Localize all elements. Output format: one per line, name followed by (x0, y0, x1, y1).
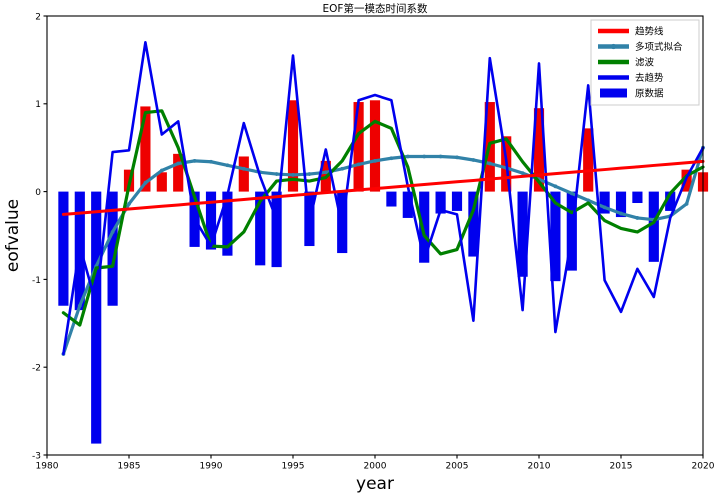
marker-point (455, 155, 459, 160)
marker-point (241, 166, 246, 171)
marker-point (143, 180, 148, 185)
bar-1986 (140, 106, 151, 192)
xtick-label-2010: 2010 (528, 462, 551, 472)
axes-layer (43, 15, 704, 459)
bar-1988 (173, 153, 184, 192)
marker-point (307, 172, 312, 176)
ytick-label--1: -1 (32, 276, 41, 286)
legend-marker-1 (610, 43, 617, 50)
marker-point (569, 191, 574, 196)
marker-point (602, 205, 607, 210)
marker-point (291, 173, 295, 177)
marker-point (323, 170, 328, 175)
bar-2001 (386, 191, 397, 207)
bar-1981 (58, 191, 69, 306)
bar-2009 (517, 191, 528, 277)
chart-title: EOF第一模态时间系数 (323, 2, 428, 15)
bar-1992 (238, 156, 249, 192)
x-axis-label: year (356, 474, 394, 494)
marker-point (684, 201, 689, 206)
marker-point (422, 154, 427, 159)
bar-2018 (665, 191, 676, 211)
bar-1984 (107, 191, 118, 306)
bar-1990 (205, 191, 217, 250)
bar-2002 (402, 191, 413, 218)
series-line-多项式拟合 (61, 146, 705, 356)
marker-point (405, 154, 410, 159)
bar-2003 (419, 191, 430, 263)
marker-point (110, 230, 115, 234)
xtick-label-2000: 2000 (364, 462, 387, 472)
series-line-滤波 (61, 109, 705, 327)
xtick-label-2005: 2005 (446, 462, 469, 472)
marker-point (176, 161, 181, 166)
marker-point (389, 156, 394, 161)
legend-swatch-4 (600, 88, 627, 98)
ytick-label-1: 1 (35, 100, 41, 110)
marker-point (586, 198, 591, 203)
legend-label-2: 滤波 (635, 57, 655, 69)
marker-point (635, 216, 640, 220)
bar-1987 (156, 172, 167, 192)
marker-point (471, 158, 476, 162)
bar-2004 (435, 191, 446, 214)
bars-layer (58, 100, 709, 444)
bar-2011 (550, 191, 561, 282)
marker-point (520, 171, 525, 176)
bar-2014 (599, 191, 610, 214)
marker-point (356, 162, 361, 167)
lines-layer (61, 41, 705, 356)
legend-label-4: 原数据 (635, 88, 664, 100)
bar-2017 (648, 191, 659, 262)
marker-point (373, 158, 377, 163)
marker-point (553, 184, 558, 189)
ytick-label-0: 0 (35, 188, 41, 198)
ytick-label--2: -2 (32, 364, 41, 374)
bar-2010 (533, 108, 545, 192)
bar-1999 (353, 102, 364, 192)
bar-2016 (632, 191, 643, 204)
legend-label-0: 趋势线 (635, 26, 664, 38)
marker-point (159, 168, 164, 173)
xtick-label-1985: 1985 (118, 462, 141, 472)
bar-2000 (369, 100, 381, 192)
xtick-label-1980: 1980 (36, 462, 59, 472)
marker-point (487, 161, 492, 166)
marker-point (225, 163, 230, 168)
marker-point (340, 166, 345, 171)
labels-layer: 1980 1985 1990 1995 2000 2005 2010 2015 2020 -3 -2… (3, 2, 715, 494)
xtick-label-1995: 1995 (282, 462, 305, 472)
xtick-label-2015: 2015 (610, 462, 633, 472)
marker-point (209, 159, 213, 164)
legend-label-1: 多项式拟合 (635, 41, 683, 53)
ytick-label-2: 2 (35, 12, 41, 22)
bar-1993 (255, 191, 266, 266)
xtick-label-1990: 1990 (200, 462, 223, 472)
series-line-去趋势 (62, 41, 705, 356)
bar-2005 (451, 191, 463, 211)
series-line-趋势线 (61, 159, 705, 216)
bar-1983 (91, 191, 102, 444)
ytick-label--3: -3 (32, 451, 41, 461)
bar-2015 (615, 191, 627, 218)
marker-point (438, 154, 443, 159)
marker-point (77, 303, 82, 308)
bar-1991 (222, 191, 233, 256)
bar-1995 (287, 100, 299, 192)
legend-label-3: 去趋势 (635, 72, 664, 84)
marker-point (192, 158, 197, 163)
bar-2006 (468, 191, 479, 257)
xtick-label-2020: 2020 (692, 462, 715, 472)
y-axis-label: eofvalue (3, 199, 23, 272)
marker-point (127, 201, 131, 206)
bar-2013 (583, 128, 594, 192)
marker-point (619, 211, 623, 216)
bar-1994 (271, 191, 282, 268)
marker-point (274, 172, 279, 176)
